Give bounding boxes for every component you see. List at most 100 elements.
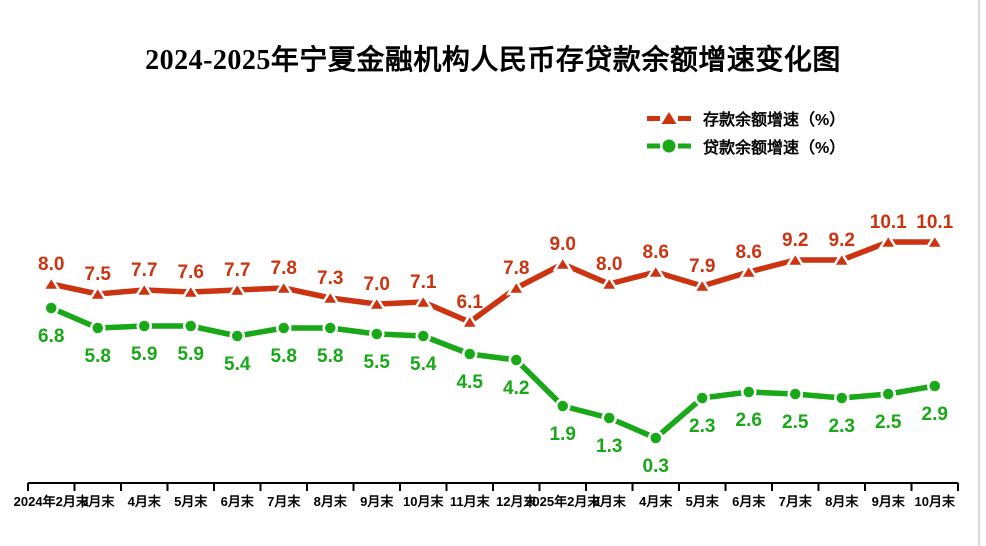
deposit-data-label: 7.3	[317, 268, 343, 289]
loan-data-label: 5.4	[410, 354, 437, 375]
deposit-data-label: 7.0	[364, 274, 390, 295]
deposit-data-label: 7.1	[410, 272, 437, 293]
loan-point-marker	[229, 328, 245, 344]
loan-data-label: 6.8	[38, 326, 64, 347]
x-axis-label: 9月末	[872, 494, 906, 509]
loan-data-label: 2.3	[829, 416, 855, 437]
loan-point-marker	[322, 320, 338, 336]
loan-point-marker	[880, 386, 896, 402]
loan-point-marker	[555, 398, 571, 414]
deposit-series-line	[50, 239, 935, 325]
deposit-data-label: 10.1	[916, 212, 953, 233]
loan-point-marker	[787, 386, 803, 402]
legend-item-loan: 贷款余额增速（%）	[646, 135, 845, 157]
deposit-point-marker	[227, 280, 248, 298]
x-axis-label: 10月末	[915, 494, 956, 509]
loan-data-label: 5.8	[85, 346, 111, 367]
x-axis-label: 8月末	[825, 494, 859, 509]
loan-point-marker	[415, 328, 431, 344]
legend-label-loan: 贷款余额增速（%）	[703, 140, 846, 157]
right-edge-border	[978, 0, 980, 546]
deposit-data-label: 7.8	[271, 258, 297, 279]
x-axis-label: 12月末	[496, 494, 537, 509]
loan-data-label: 5.9	[131, 344, 157, 365]
x-axis-label: 5月末	[686, 494, 720, 509]
deposit-point-marker	[134, 280, 155, 298]
loan-data-label: 5.5	[364, 352, 391, 373]
loan-data-label: 2.5	[875, 412, 902, 433]
loan-data-label: 4.5	[457, 372, 484, 393]
x-axis-label: 10月末	[403, 494, 444, 509]
deposit-point-marker	[180, 282, 201, 300]
loan-data-label: 2.6	[736, 410, 762, 431]
deposit-data-label: 7.7	[131, 260, 157, 281]
deposit-point-marker	[645, 262, 666, 280]
deposit-data-label: 7.7	[224, 260, 250, 281]
deposit-point-marker	[738, 262, 759, 280]
deposit-point-marker	[692, 276, 713, 294]
x-axis-label: 4月末	[639, 494, 673, 509]
deposit-point-marker	[506, 278, 527, 296]
deposit-point-marker	[413, 292, 434, 310]
x-axis-label: 3月末	[593, 494, 627, 509]
deposit-point-marker	[273, 278, 294, 296]
deposit-point-marker	[320, 288, 341, 306]
loan-point-marker	[43, 300, 59, 316]
deposit-point-marker	[599, 274, 620, 292]
chart-title: 2024-2025年宁夏金融机构人民币存贷款余额增速变化图	[145, 45, 841, 76]
x-axis-label: 2025年2月末	[525, 494, 601, 509]
loan-data-label: 2.9	[922, 404, 948, 425]
x-axis-label: 3月末	[81, 494, 115, 509]
loan-data-label: 5.8	[271, 346, 297, 367]
deposit-data-label: 7.9	[689, 256, 715, 277]
loan-point-marker	[694, 390, 710, 406]
loan-point-marker	[741, 384, 757, 400]
deposit-data-label: 7.8	[503, 258, 529, 279]
deposit-data-label: 9.2	[829, 230, 855, 251]
legend-label-deposit: 存款余额增速（%）	[703, 112, 846, 129]
deposit-data-label: 8.0	[596, 254, 622, 275]
x-axis-label: 9月末	[360, 494, 394, 509]
loan-point-marker	[834, 390, 850, 406]
loan-data-label: 5.9	[178, 344, 204, 365]
deposit-data-label: 10.1	[870, 212, 907, 233]
loan-data-label: 1.3	[596, 436, 622, 457]
loan-point-marker	[462, 346, 478, 362]
loan-series-line	[50, 305, 936, 441]
deposit-point-marker	[41, 274, 62, 292]
loan-point-marker	[183, 318, 199, 334]
legend: 存款余额增速（%） 贷款余额增速（%）	[646, 107, 845, 157]
deposit-data-label: 9.2	[782, 230, 808, 251]
x-axis-label: 5月末	[174, 494, 208, 509]
loan-data-label: 0.3	[643, 456, 669, 477]
x-axis-label: 2024年2月末	[14, 494, 90, 509]
loan-point-marker	[90, 320, 106, 336]
loan-data-label: 1.9	[550, 424, 576, 445]
x-axis-label: 6月末	[221, 494, 255, 509]
deposit-point-marker	[366, 294, 387, 312]
x-axis-label: 11月末	[450, 494, 491, 509]
deposit-data-label: 7.5	[85, 264, 112, 285]
x-axis-label: 7月末	[779, 494, 813, 509]
loan-point-marker	[508, 352, 524, 368]
deposit-point-marker	[878, 232, 899, 250]
deposit-line-triangle-marker-icon	[647, 112, 691, 124]
loan-data-label: 2.5	[782, 412, 809, 433]
loan-point-marker	[136, 318, 152, 334]
deposit-data-label: 6.1	[457, 292, 484, 313]
loan-point-marker	[927, 378, 943, 394]
loan-point-marker	[369, 326, 385, 342]
x-axis-label: 4月末	[128, 494, 162, 509]
deposit-point-marker	[831, 250, 852, 268]
loan-data-label: 5.8	[317, 346, 343, 367]
loan-point-marker	[648, 430, 664, 446]
deposit-point-marker	[552, 254, 573, 272]
deposit-data-label: 8.6	[643, 242, 669, 263]
deposit-data-label: 9.0	[550, 234, 576, 255]
loan-data-label: 4.2	[503, 378, 529, 399]
deposit-data-label: 8.0	[38, 254, 64, 275]
deposit-point-marker	[87, 284, 108, 302]
deposit-data-label: 8.6	[736, 242, 762, 263]
deposit-point-marker	[924, 232, 945, 250]
